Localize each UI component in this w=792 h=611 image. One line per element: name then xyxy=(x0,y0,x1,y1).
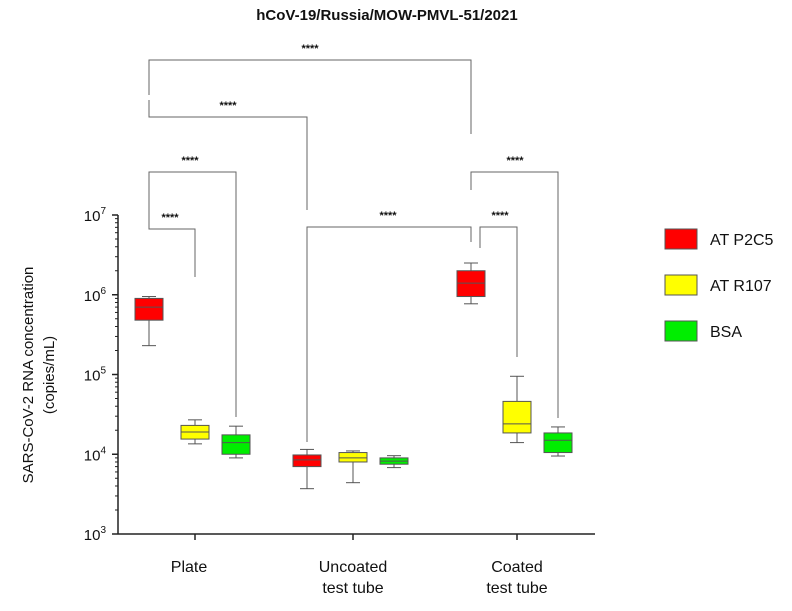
legend-item: BSA xyxy=(664,320,742,342)
bracket-line xyxy=(306,226,472,442)
legend-item: AT R107 xyxy=(664,274,772,296)
bracket-line xyxy=(148,171,237,417)
bracket-line xyxy=(148,193,196,277)
significance-brackets: **** **** **** **** **** **** **** xyxy=(148,43,559,442)
legend-label: AT P2C5 xyxy=(710,232,774,249)
y-tick-label: 104 xyxy=(84,445,107,464)
box-2-1 xyxy=(379,455,409,469)
bracket-line xyxy=(148,100,308,210)
x-category-label: Plate xyxy=(171,559,208,576)
box-0-2 xyxy=(456,262,486,305)
x-category-label: test tube xyxy=(322,580,383,597)
y-axis-label: SARS-CoV-2 RNA concentration (copies/mL) xyxy=(20,267,58,484)
box-2-0 xyxy=(221,425,251,459)
x-category-label: Uncoated xyxy=(319,559,388,576)
bracket-line xyxy=(470,171,559,418)
box-0-1 xyxy=(292,448,322,490)
bracket-line xyxy=(148,59,472,134)
significance-bracket: **** xyxy=(470,155,559,418)
box-iqr xyxy=(543,432,573,454)
significance-bracket: **** xyxy=(306,210,472,442)
significance-label: **** xyxy=(161,212,179,224)
significance-bracket: **** xyxy=(148,100,308,210)
bracket-line xyxy=(479,226,518,357)
significance-label: **** xyxy=(181,155,199,167)
significance-bracket: **** xyxy=(148,193,196,277)
box-2-2 xyxy=(543,426,573,457)
boxes xyxy=(134,262,573,490)
chart-title: hCoV-19/Russia/MOW-PMVL-51/2021 xyxy=(256,7,517,24)
box-iqr xyxy=(134,297,164,321)
legend-swatch xyxy=(664,228,698,250)
significance-bracket: **** xyxy=(148,155,237,417)
legend: AT P2C5 AT R107 BSA xyxy=(664,228,774,342)
y-tick-label: 107 xyxy=(84,206,107,225)
box-iqr xyxy=(502,400,532,434)
box-iqr xyxy=(338,452,368,463)
x-category-label: test tube xyxy=(486,580,547,597)
box-1-1 xyxy=(338,450,368,484)
box-1-2 xyxy=(502,375,532,444)
legend-label: AT R107 xyxy=(710,278,772,295)
significance-label: **** xyxy=(219,100,237,112)
box-iqr xyxy=(221,434,251,455)
y-tick-label: 106 xyxy=(84,286,107,305)
significance-label: **** xyxy=(491,210,509,222)
box-0-0 xyxy=(134,296,164,347)
legend-swatch xyxy=(664,320,698,342)
y-tick-label: 103 xyxy=(84,525,107,544)
box-iqr xyxy=(456,270,486,298)
significance-label: **** xyxy=(379,210,397,222)
box-iqr xyxy=(292,454,322,468)
significance-label: **** xyxy=(301,43,319,55)
box-1-0 xyxy=(180,419,210,445)
y-axis-label-line-1: SARS-CoV-2 RNA concentration xyxy=(20,267,37,484)
x-category-label: Coated xyxy=(491,559,543,576)
axes: 107 106 105 104 103 Plate Uncoated test tube Coa… xyxy=(84,206,595,597)
legend-label: BSA xyxy=(710,324,742,341)
significance-bracket: **** xyxy=(148,43,472,134)
significance-bracket: **** xyxy=(479,210,518,357)
significance-label: **** xyxy=(506,155,524,167)
y-axis-label-line-2: (copies/mL) xyxy=(41,336,58,414)
legend-swatch xyxy=(664,274,698,296)
y-tick-label: 105 xyxy=(84,366,107,385)
legend-item: AT P2C5 xyxy=(664,228,774,250)
